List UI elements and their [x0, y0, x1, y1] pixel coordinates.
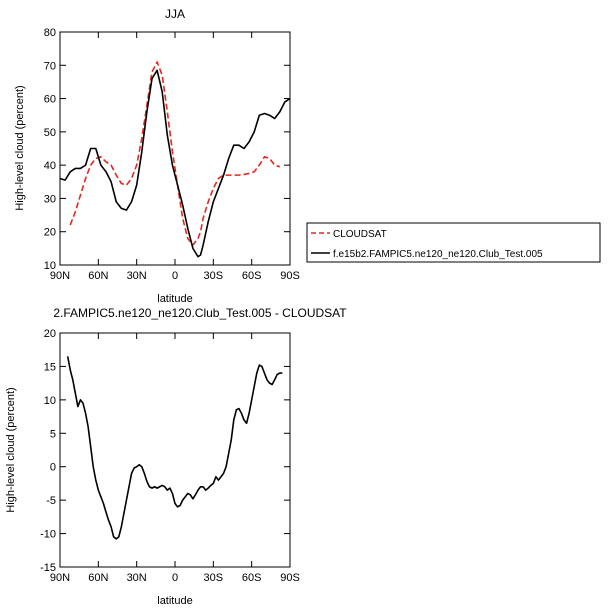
y-tick-label: 20	[44, 328, 56, 340]
x-tick-label: 90N	[50, 270, 70, 282]
y-tick-label: -5	[46, 495, 56, 507]
top-chart-title: JJA	[165, 7, 185, 21]
y-tick-label: 80	[44, 27, 56, 39]
x-tick-label: 90N	[50, 572, 70, 584]
y-tick-label: 10	[44, 260, 56, 272]
y-tick-label: 40	[44, 160, 56, 172]
top-axis-ticks: 90N 60N 30N 0 30S 60S 90S 10 20 30 40 50 60 70 80	[44, 27, 300, 282]
y-tick-label: 0	[50, 462, 56, 474]
top-panel: JJA High-level cloud (percent) latitude …	[14, 7, 601, 305]
x-tick-label: 30N	[127, 270, 147, 282]
x-tick-label: 30S	[204, 572, 224, 584]
x-tick-label: 90S	[280, 572, 300, 584]
legend-box	[306, 222, 601, 263]
y-tick-label: 60	[44, 94, 56, 106]
bottom-plot-frame	[59, 332, 291, 568]
y-tick-label: 70	[44, 60, 56, 72]
y-tick-label: 5	[50, 428, 56, 440]
y-tick-label: 50	[44, 127, 56, 139]
series-line-1	[59, 69, 291, 258]
legend-label-model: f.e15b2.FAMPIC5.ne120_ne120.Club_Test.00…	[333, 249, 543, 260]
x-tick-label: 60N	[88, 572, 108, 584]
x-tick-label: 30N	[127, 572, 147, 584]
bottom-panel: 2.FAMPIC5.ne120_ne120.Club_Test.005 - CL…	[5, 306, 347, 607]
y-tick-label: -15	[40, 562, 56, 574]
legend: CLOUDSAT f.e15b2.FAMPIC5.ne120_ne120.Clu…	[306, 222, 601, 263]
bottom-x-axis-label: latitude	[157, 595, 192, 607]
bottom-axis-ticks: 90N 60N 30N 0 30S 60S 90S -15 -10 -5 0 5 10 15 20	[40, 328, 300, 584]
top-series-group	[59, 61, 291, 258]
x-tick-label: 60S	[242, 572, 262, 584]
x-tick-label: 0	[172, 270, 178, 282]
top-y-axis-label: High-level cloud (percent)	[14, 85, 26, 210]
x-tick-label: 30S	[204, 270, 224, 282]
bottom-chart-title: 2.FAMPIC5.ne120_ne120.Club_Test.005 - CL…	[53, 306, 347, 320]
series-line-0	[69, 61, 281, 246]
bottom-series-group	[66, 356, 283, 540]
y-tick-label: -10	[40, 529, 56, 541]
top-x-axis-label: latitude	[157, 293, 192, 305]
y-tick-label: 30	[44, 193, 56, 205]
bottom-y-axis-label: High-level cloud (percent)	[5, 387, 17, 512]
y-tick-label: 15	[44, 361, 56, 373]
x-tick-label: 60S	[242, 270, 262, 282]
y-tick-label: 10	[44, 395, 56, 407]
x-tick-label: 0	[172, 572, 178, 584]
series-line-0	[66, 356, 283, 540]
x-tick-label: 60N	[88, 270, 108, 282]
legend-label-cloudsat: CLOUDSAT	[333, 229, 387, 240]
x-tick-label: 90S	[280, 270, 300, 282]
y-tick-label: 20	[44, 227, 56, 239]
